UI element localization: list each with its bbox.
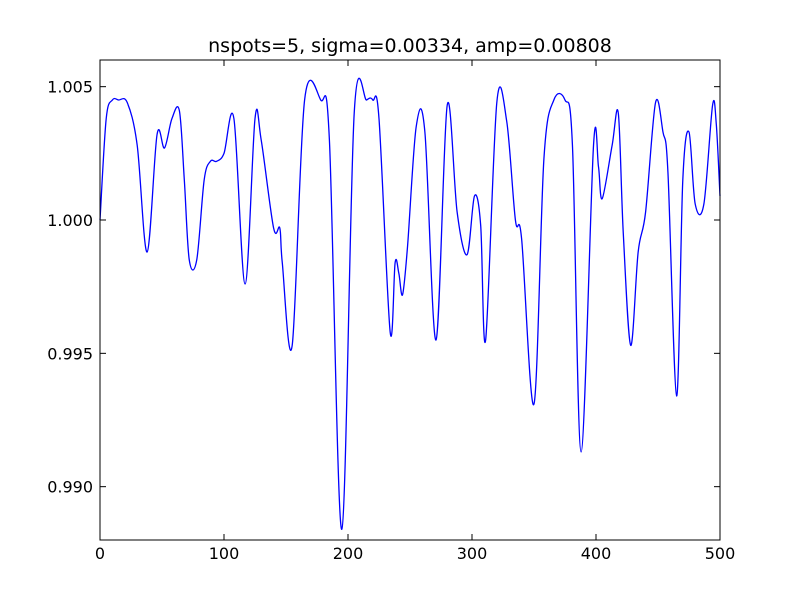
- series-line-0: [99, 77, 721, 530]
- x-tick-label: 100: [209, 544, 240, 563]
- chart-title: nspots=5, sigma=0.00334, amp=0.00808: [208, 35, 612, 57]
- x-tick-label: 0: [95, 544, 105, 563]
- x-tick-label: 400: [581, 544, 612, 563]
- x-tick-label: 300: [457, 544, 488, 563]
- ticks-layer: 0 100 200 300 400 500 0.990 0.995 1.000 1.005: [47, 60, 735, 563]
- y-tick-label: 0.995: [47, 344, 93, 363]
- y-tick-label: 0.990: [47, 478, 93, 497]
- plot-frame: [99, 59, 721, 541]
- x-tick-label: 200: [333, 544, 364, 563]
- series-layer: [99, 77, 721, 530]
- x-tick-label: 500: [705, 544, 736, 563]
- axes-layer: [99, 59, 721, 541]
- y-tick-label: 1.000: [47, 211, 93, 230]
- y-tick-label: 1.005: [47, 78, 93, 97]
